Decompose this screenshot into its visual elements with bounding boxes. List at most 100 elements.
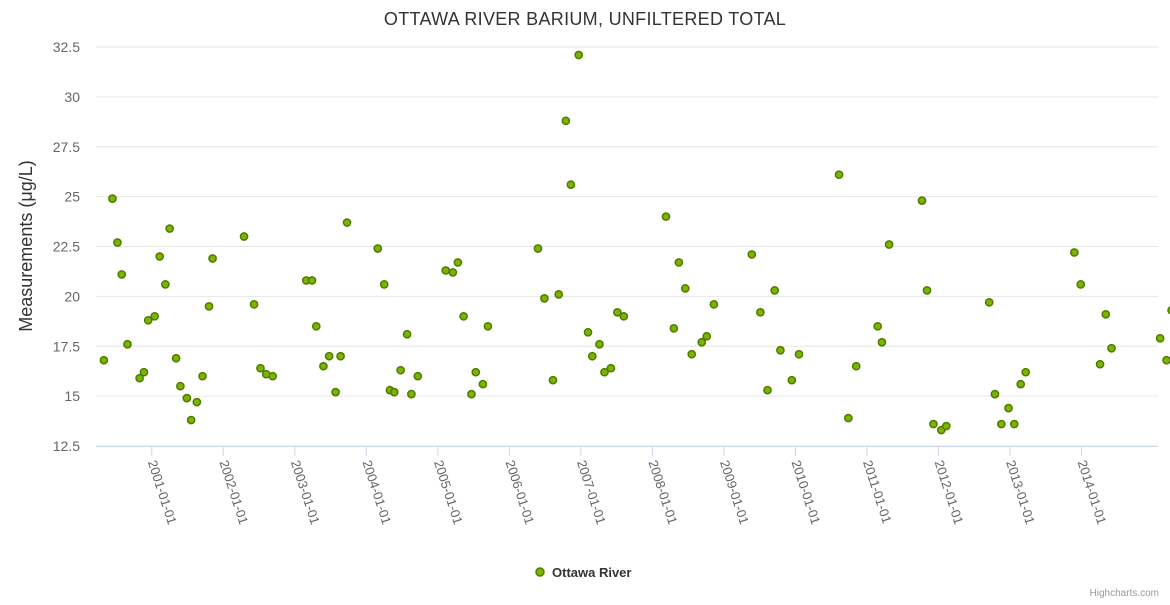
data-point[interactable] (561, 116, 571, 126)
data-point[interactable] (1162, 355, 1170, 365)
data-point[interactable] (680, 284, 690, 293)
data-point[interactable] (747, 250, 757, 259)
data-point[interactable] (984, 298, 994, 307)
data-point[interactable] (396, 365, 406, 375)
data-point[interactable] (441, 266, 451, 275)
data-point[interactable] (483, 321, 493, 331)
data-point[interactable] (171, 353, 181, 363)
data-point[interactable] (873, 321, 883, 331)
data-point[interactable] (389, 387, 399, 397)
data-point[interactable] (239, 232, 249, 241)
credits-link[interactable]: Highcharts.com (1090, 588, 1159, 599)
data-point[interactable] (307, 276, 317, 285)
data-point[interactable] (478, 379, 488, 389)
data-point[interactable] (192, 397, 202, 407)
data-point[interactable] (770, 286, 780, 295)
data-point[interactable] (139, 367, 149, 377)
data-point[interactable] (661, 212, 671, 221)
legend-item-ottawa-river[interactable]: Ottawa River (552, 565, 631, 580)
data-point[interactable] (1155, 333, 1165, 343)
data-point[interactable] (674, 258, 684, 267)
data-point[interactable] (99, 355, 109, 365)
data-point[interactable] (574, 50, 584, 60)
data-point[interactable] (113, 238, 122, 247)
data-point[interactable] (373, 244, 383, 253)
data-point[interactable] (208, 254, 217, 263)
data-point[interactable] (877, 337, 887, 347)
data-point[interactable] (1167, 306, 1170, 315)
data-point[interactable] (407, 389, 416, 399)
data-point[interactable] (1107, 343, 1116, 353)
data-point[interactable] (794, 349, 804, 359)
data-point[interactable] (256, 363, 265, 373)
data-point[interactable] (697, 337, 707, 347)
data-point[interactable] (1004, 403, 1013, 413)
data-point[interactable] (851, 361, 861, 371)
data-point[interactable] (155, 252, 164, 261)
data-point[interactable] (319, 361, 328, 371)
data-point[interactable] (687, 349, 697, 359)
data-point[interactable] (467, 389, 476, 399)
data-point[interactable] (606, 363, 616, 373)
data-point[interactable] (763, 385, 772, 395)
data-point[interactable] (161, 280, 170, 289)
data-point[interactable] (268, 371, 277, 381)
data-point[interactable] (1069, 248, 1079, 257)
data-point[interactable] (1101, 309, 1111, 319)
data-point[interactable] (566, 180, 576, 190)
data-point[interactable] (548, 375, 558, 385)
data-point[interactable] (249, 300, 259, 309)
data-point[interactable] (702, 331, 712, 341)
data-point[interactable] (1016, 379, 1026, 389)
data-point[interactable] (941, 421, 951, 431)
data-point[interactable] (756, 307, 765, 317)
data-point[interactable] (123, 339, 132, 349)
data-point[interactable] (413, 371, 423, 381)
data-point[interactable] (787, 375, 797, 385)
data-point[interactable] (929, 419, 938, 429)
data-point[interactable] (117, 270, 127, 279)
data-point[interactable] (1095, 359, 1105, 369)
data-point[interactable] (990, 389, 1000, 399)
data-point[interactable] (342, 218, 352, 227)
data-point[interactable] (150, 311, 159, 321)
data-point[interactable] (619, 311, 629, 321)
data-point[interactable] (583, 327, 593, 337)
data-point[interactable] (182, 393, 192, 403)
data-series-ottawa-river[interactable] (99, 50, 1170, 435)
data-point[interactable] (459, 311, 468, 321)
data-point[interactable] (997, 419, 1006, 429)
data-point[interactable] (471, 367, 481, 377)
data-point[interactable] (612, 307, 622, 317)
data-point[interactable] (143, 315, 153, 325)
data-point[interactable] (108, 194, 117, 203)
data-point[interactable] (922, 286, 932, 295)
data-point[interactable] (1021, 367, 1031, 377)
data-point[interactable] (669, 323, 679, 333)
data-point[interactable] (587, 351, 597, 361)
data-point[interactable] (331, 387, 340, 397)
data-point[interactable] (709, 300, 719, 309)
data-point[interactable] (843, 413, 853, 423)
data-point[interactable] (554, 290, 564, 299)
data-point[interactable] (324, 351, 334, 361)
data-point[interactable] (776, 345, 785, 355)
data-point[interactable] (448, 268, 458, 277)
data-point[interactable] (884, 240, 894, 249)
legend[interactable]: Ottawa River (535, 565, 631, 580)
data-point[interactable] (135, 373, 144, 383)
data-point[interactable] (402, 329, 412, 339)
data-point[interactable] (186, 415, 196, 425)
data-point[interactable] (917, 196, 927, 205)
data-point[interactable] (1076, 280, 1086, 289)
data-point[interactable] (1009, 419, 1019, 429)
data-point[interactable] (834, 170, 844, 180)
data-point[interactable] (595, 339, 604, 349)
data-point[interactable] (198, 371, 207, 381)
data-point[interactable] (311, 321, 321, 331)
data-point[interactable] (165, 224, 175, 233)
data-point[interactable] (533, 244, 543, 253)
data-point[interactable] (204, 302, 214, 311)
data-point[interactable] (379, 280, 389, 289)
data-point[interactable] (453, 258, 463, 267)
